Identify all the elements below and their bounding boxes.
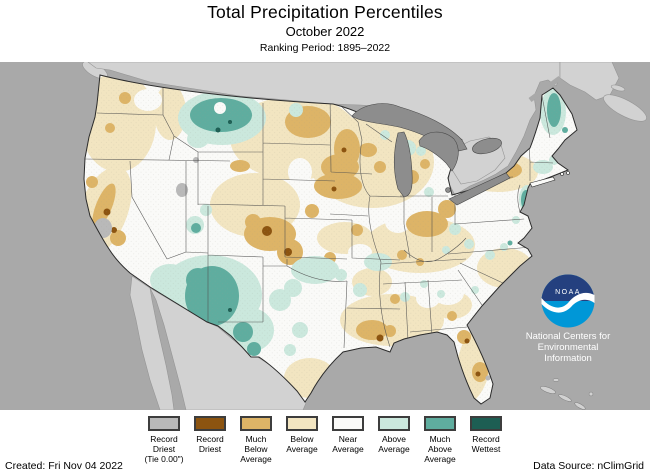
legend-label: Much Above Average [424,434,456,465]
legend-label: Above Average [378,434,410,455]
legend-item-near: Near Average [325,414,371,464]
legend-swatch [332,416,364,431]
legend-label: Below Average [286,434,318,455]
legend-label: Record Driest [196,434,224,455]
legend-swatch [194,416,226,431]
legend-swatch [148,416,180,431]
noaa-caption-line1: National Centers for [526,331,610,342]
data-source-label: Data Source: nClimGrid [533,460,644,472]
bahamas-islands [540,378,594,410]
lake-erie [448,172,511,206]
created-timestamp: Created: Fri Nov 04 2022 [5,460,123,472]
subtitle-month: October 2022 [285,24,365,39]
legend-label: Much Below Average [240,434,272,465]
page-title: Total Precipitation Percentiles [207,2,443,22]
state-borders [84,77,554,349]
canada-mainland [87,61,561,196]
lake-st-clair [445,187,451,193]
lake-ontario [472,137,502,155]
coastal-islands [529,171,570,188]
legend-swatch [470,416,502,431]
noaa-logo-seagull-swoosh [541,292,595,313]
ranking-period: Ranking Period: 1895–2022 [259,42,391,54]
legend-item-much-below: Much Below Average [233,414,279,464]
legend-item-record-driest: Record Driest [187,414,233,464]
legend-label: Record Wettest [471,434,501,455]
header: Total Precipitation Percentiles October … [0,0,650,54]
legend-item-record-wettest: Record Wettest [463,414,509,464]
long-island [529,176,556,188]
legend-item-above: Above Average [371,414,417,464]
noaa-caption-line2: Environmental [538,342,599,353]
great-lakes [351,103,511,206]
legend-label: Near Average [332,434,364,455]
legend-swatch [424,416,456,431]
legend-item-much-above: Much Above Average [417,414,463,464]
st-lawrence-river [528,75,562,103]
noaa-logo: NOAA National Centers for Environmental … [526,274,610,364]
new-brunswick [559,61,620,101]
nova-scotia [603,94,647,122]
legend-swatch [378,416,410,431]
us-precipitation-map: NOAA National Centers for Environmental … [0,60,650,411]
legend-item-below: Below Average [279,414,325,464]
legend-item-record-driest-tie: Record Driest (Tie 0.00") [141,414,187,464]
noaa-logo-acronym: NOAA [555,289,581,296]
legend-swatch [240,416,272,431]
legend-swatch [286,416,318,431]
lake-huron [418,131,459,172]
map-legend: Record Driest (Tie 0.00") Record Driest … [0,414,650,464]
noaa-caption-line3: Information [544,353,592,364]
map-svg: NOAA National Centers for Environmental … [0,60,650,411]
lake-michigan [393,131,413,198]
legend-label: Record Driest (Tie 0.00") [144,434,184,465]
prince-edward-island [610,84,626,92]
